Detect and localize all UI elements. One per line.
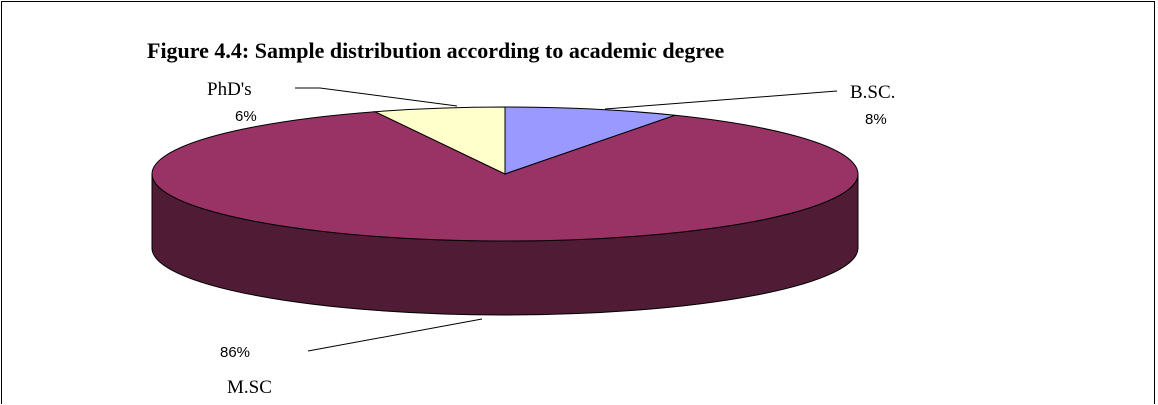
leader-lines — [295, 87, 838, 352]
slice-label-bsc: B.SC. — [850, 82, 895, 103]
pie-slice-0 — [504, 106, 676, 175]
leader-line-bsc — [604, 90, 838, 110]
slice-value-bsc: 8% — [865, 111, 887, 128]
slice-label-msc: M.SC — [227, 377, 272, 398]
chart-title: Figure 4.4: Sample distribution accordin… — [147, 38, 724, 63]
pie-slice-2 — [373, 106, 506, 175]
slice-value-msc: 86% — [220, 344, 250, 361]
pie-slice-1 — [151, 111, 859, 242]
slice-value-phd: 6% — [235, 108, 257, 125]
leader-line-msc — [307, 318, 483, 352]
leader-line-phd — [295, 87, 458, 107]
slice-label-phd: PhD's — [207, 79, 252, 100]
pie-slices — [151, 106, 859, 242]
